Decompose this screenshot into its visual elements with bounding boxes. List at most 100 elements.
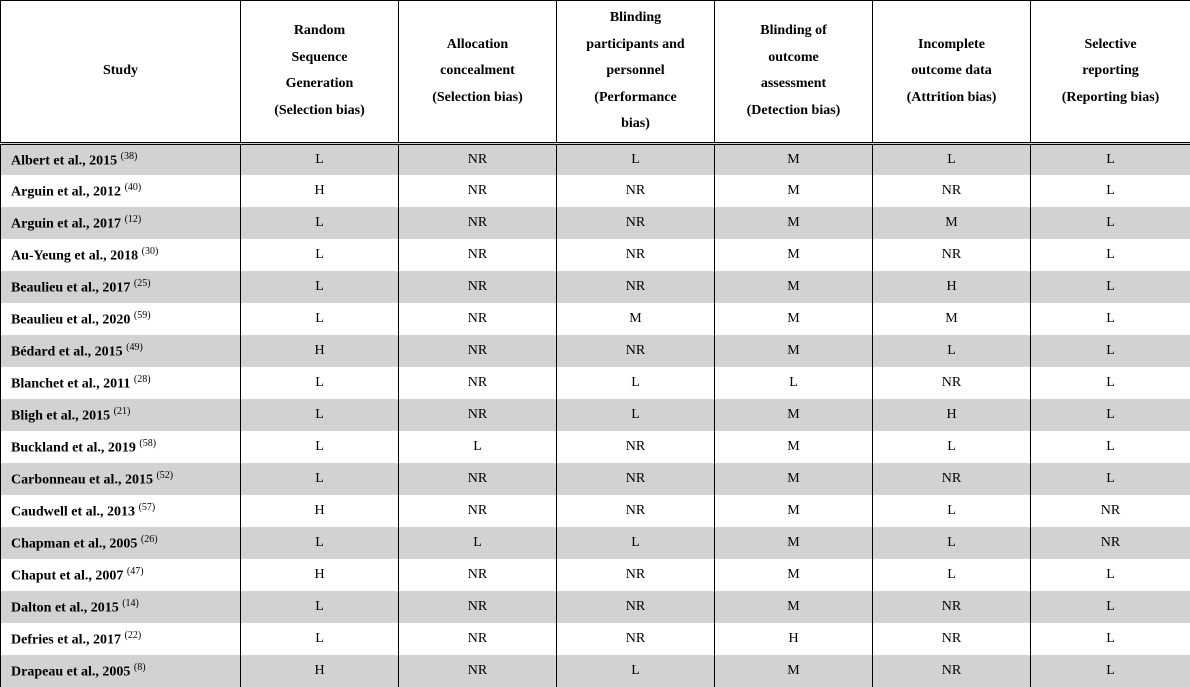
cell-ac: NR [399,399,557,431]
cell-ac: NR [399,303,557,335]
cell-rsg: L [241,623,399,655]
cell-rsg: L [241,463,399,495]
cell-boa: M [715,335,873,367]
cell-bpp: NR [557,239,715,271]
table-row: Drapeau et al., 2005 (8)HNRLMNRL [1,655,1190,687]
cell-ac: NR [399,143,557,175]
cell-iod: NR [873,623,1031,655]
cell-ac: NR [399,367,557,399]
cell-bpp: NR [557,335,715,367]
cell-bpp: M [557,303,715,335]
cell-rsg: H [241,559,399,591]
cell-iod: L [873,495,1031,527]
cell-rsg: H [241,175,399,207]
study-cell: Beaulieu et al., 2017 (25) [1,271,241,303]
cell-sr: L [1031,367,1190,399]
study-ref: (38) [121,151,138,162]
study-name: Arguin et al., 2017 [11,217,121,232]
study-cell: Chaput et al., 2007 (47) [1,559,241,591]
study-cell: Buckland et al., 2019 (58) [1,431,241,463]
study-ref: (58) [139,438,156,449]
table-row: Blanchet et al., 2011 (28)LNRLLNRL [1,367,1190,399]
cell-iod: NR [873,367,1031,399]
col-header-bpp: Blindingparticipants andpersonnel(Perfor… [557,1,715,144]
cell-iod: L [873,431,1031,463]
cell-ac: NR [399,463,557,495]
study-cell: Arguin et al., 2017 (12) [1,207,241,239]
study-cell: Bligh et al., 2015 (21) [1,399,241,431]
study-ref: (57) [139,502,156,513]
study-ref: (22) [125,630,142,641]
cell-iod: L [873,335,1031,367]
table-row: Beaulieu et al., 2017 (25)LNRNRMHL [1,271,1190,303]
cell-sr: L [1031,303,1190,335]
col-header-sr: Selectivereporting(Reporting bias) [1031,1,1190,144]
cell-ac: NR [399,495,557,527]
cell-boa: M [715,143,873,175]
header-row: StudyRandomSequenceGeneration(Selection … [1,1,1190,144]
study-cell: Caudwell et al., 2013 (57) [1,495,241,527]
col-header-ac: Allocationconcealment(Selection bias) [399,1,557,144]
study-cell: Albert et al., 2015 (38) [1,143,241,175]
cell-bpp: NR [557,271,715,303]
table-row: Au-Yeung et al., 2018 (30)LNRNRMNRL [1,239,1190,271]
study-name: Beaulieu et al., 2017 [11,281,130,296]
cell-iod: H [873,271,1031,303]
cell-ac: NR [399,239,557,271]
study-ref: (47) [127,566,144,577]
cell-boa: M [715,591,873,623]
study-name: Beaulieu et al., 2020 [11,313,130,328]
table-row: Arguin et al., 2012 (40)HNRNRMNRL [1,175,1190,207]
study-name: Arguin et al., 2012 [11,185,121,200]
study-name: Carbonneau et al., 2015 [11,473,153,488]
table-row: Chapman et al., 2005 (26)LLLMLNR [1,527,1190,559]
cell-iod: H [873,399,1031,431]
cell-ac: NR [399,559,557,591]
study-ref: (21) [114,406,131,417]
study-ref: (40) [125,182,142,193]
cell-boa: M [715,303,873,335]
cell-iod: L [873,143,1031,175]
cell-rsg: H [241,655,399,687]
study-name: Buckland et al., 2019 [11,441,136,456]
study-name: Defries et al., 2017 [11,633,121,648]
table-row: Albert et al., 2015 (38)LNRLMLL [1,143,1190,175]
cell-bpp: NR [557,591,715,623]
study-ref: (49) [126,342,143,353]
cell-ac: NR [399,335,557,367]
cell-sr: NR [1031,527,1190,559]
cell-boa: M [715,655,873,687]
cell-ac: NR [399,591,557,623]
cell-iod: M [873,303,1031,335]
cell-iod: L [873,527,1031,559]
table-row: Bédard et al., 2015 (49)HNRNRMLL [1,335,1190,367]
cell-sr: L [1031,655,1190,687]
col-header-iod: Incompleteoutcome data(Attrition bias) [873,1,1031,144]
cell-bpp: L [557,399,715,431]
cell-boa: M [715,527,873,559]
cell-sr: L [1031,559,1190,591]
study-cell: Dalton et al., 2015 (14) [1,591,241,623]
study-ref: (8) [134,662,146,673]
cell-rsg: L [241,303,399,335]
cell-boa: L [715,367,873,399]
cell-sr: L [1031,623,1190,655]
cell-bpp: L [557,367,715,399]
study-name: Dalton et al., 2015 [11,601,119,616]
cell-ac: NR [399,623,557,655]
cell-rsg: L [241,367,399,399]
study-name: Blanchet et al., 2011 [11,377,130,392]
table-row: Carbonneau et al., 2015 (52)LNRNRMNRL [1,463,1190,495]
cell-bpp: NR [557,175,715,207]
cell-boa: M [715,271,873,303]
table-row: Dalton et al., 2015 (14)LNRNRMNRL [1,591,1190,623]
study-ref: (12) [125,214,142,225]
study-name: Drapeau et al., 2005 [11,665,130,680]
study-name: Au-Yeung et al., 2018 [11,249,138,264]
table-body: Albert et al., 2015 (38)LNRLMLLArguin et… [1,143,1190,687]
cell-boa: M [715,495,873,527]
cell-bpp: NR [557,559,715,591]
cell-rsg: L [241,527,399,559]
table-row: Bligh et al., 2015 (21)LNRLMHL [1,399,1190,431]
study-ref: (26) [141,534,158,545]
